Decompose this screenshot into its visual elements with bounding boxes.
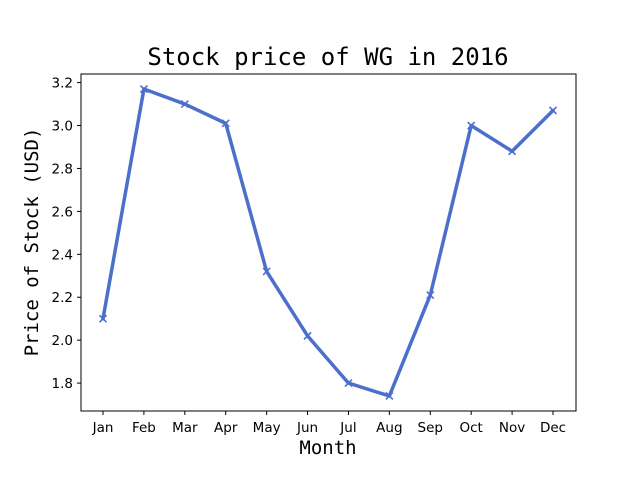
y-tick-label: 2.8 bbox=[52, 161, 73, 177]
data-point-nov bbox=[508, 147, 517, 156]
y-tick-label: 2.2 bbox=[52, 290, 73, 306]
x-tick-label: Mar bbox=[172, 420, 198, 436]
data-point-apr bbox=[221, 119, 230, 128]
plot-area: 1.8 2.0 2.2 2.4 2.6 2.8 3.0 3.2 Jan Feb Mar Apr May J… bbox=[52, 73, 577, 436]
data-point-jan bbox=[98, 314, 108, 323]
x-tick-label: Apr bbox=[214, 420, 238, 436]
y-tick-label: 3.0 bbox=[52, 119, 73, 135]
x-tick-label: Jul bbox=[339, 420, 356, 436]
data-point-jun bbox=[303, 331, 312, 340]
y-tick-label: 2.6 bbox=[52, 204, 73, 220]
x-tick-label: Sep bbox=[418, 420, 443, 436]
data-point-oct bbox=[467, 121, 476, 130]
x-axis-label: Month bbox=[299, 437, 356, 459]
y-tick-label: 1.8 bbox=[52, 376, 73, 392]
chart-title: Stock price of WG in 2016 bbox=[147, 43, 508, 71]
y-tick-label: 2.0 bbox=[52, 333, 73, 349]
plot-frame bbox=[80, 73, 577, 412]
data-point-jul bbox=[344, 379, 353, 388]
y-axis-label: Price of Stock (USD) bbox=[21, 128, 43, 357]
data-point-aug bbox=[385, 391, 394, 401]
x-tick-label: May bbox=[253, 420, 281, 436]
data-point-may bbox=[262, 267, 271, 276]
x-tick-label: Jun bbox=[296, 420, 318, 436]
y-tick-label: 2.4 bbox=[52, 247, 73, 263]
data-point-feb bbox=[139, 84, 148, 94]
data-point-sep bbox=[426, 291, 435, 300]
x-tick-label: Aug bbox=[376, 420, 402, 436]
series-line bbox=[101, 87, 555, 398]
data-point-dec bbox=[548, 106, 558, 115]
x-tick-label: Nov bbox=[499, 420, 525, 436]
x-tick-label: Oct bbox=[460, 420, 483, 436]
y-tick-label: 3.2 bbox=[52, 76, 73, 92]
data-point-mar bbox=[180, 99, 189, 109]
x-tick-label: Dec bbox=[540, 420, 566, 436]
x-tick-label: Feb bbox=[132, 420, 156, 436]
x-tick-label: Jan bbox=[92, 420, 114, 436]
